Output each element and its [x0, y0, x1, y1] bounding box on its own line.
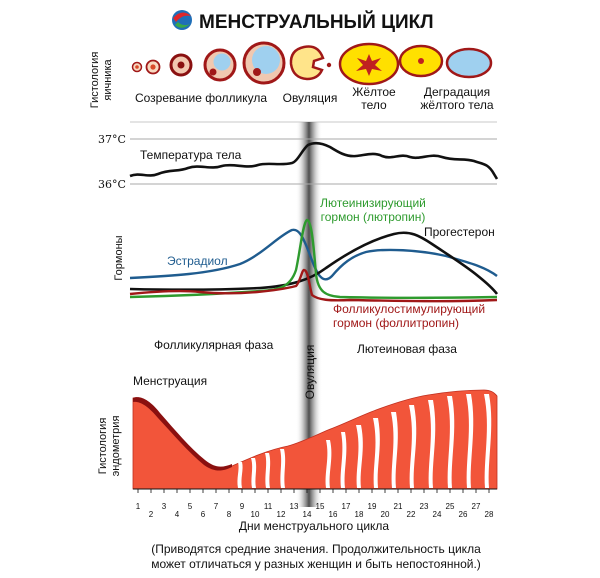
- day-tick-label: 11: [264, 502, 273, 511]
- progesterone-curve: [129, 231, 499, 295]
- day-tick-label: 27: [472, 502, 481, 511]
- ovary-side-label-2: яичника: [102, 59, 114, 101]
- stage-label-corpus-luteum-2: тело: [361, 98, 387, 112]
- progesterone-label: Прогестерон: [424, 225, 495, 239]
- stage-label-degradation-1: Деградация: [424, 85, 490, 99]
- follicular-phase-label: Фолликулярная фаза: [154, 338, 274, 352]
- ruptured-follicle-icon: [289, 45, 332, 81]
- hormones-side-label: Гормоны: [113, 235, 125, 280]
- stage-label-ovulation: Овуляция: [283, 91, 338, 105]
- logo-red-swirl-icon: [173, 12, 191, 22]
- corpus-albicans-icon: [445, 47, 493, 79]
- fsh-label-2: гормон (фоллитропин): [333, 316, 459, 330]
- menstrual-shedding-edge: [133, 397, 232, 471]
- ovary-side-label-1: Гистология: [89, 52, 101, 109]
- day-tick-label: 4: [175, 510, 180, 519]
- endometrium-side-label-1: Гистология: [97, 418, 109, 475]
- follicle-2-icon: [145, 59, 161, 75]
- day-tick-label: 24: [433, 510, 442, 519]
- ovulation-vertical-label: Овуляция: [303, 345, 317, 400]
- day-tick-label: 8: [227, 510, 232, 519]
- footnote-line-1: (Приводятся средние значения. Продолжите…: [151, 542, 481, 556]
- day-tick-label: 18: [355, 510, 364, 519]
- lh-label-2: гормон (лютропин): [321, 210, 426, 224]
- corpus-luteum-icon: [338, 42, 400, 86]
- page-title: МЕНСТРУАЛЬНЫЙ ЦИКЛ: [199, 11, 434, 33]
- logo: [172, 10, 192, 30]
- temperature-label: Температура тела: [140, 148, 242, 162]
- fsh-curve: [129, 268, 498, 303]
- follicle-4-icon: [203, 48, 237, 82]
- day-tick-label: 25: [446, 502, 455, 511]
- endometrium-side-label-2: эндометрия: [110, 416, 122, 477]
- day-tick-label: 5: [188, 502, 193, 511]
- follicle-5-icon: [242, 41, 286, 85]
- day-tick-label: 9: [240, 502, 245, 511]
- day-tick-label: 10: [251, 510, 260, 519]
- day-tick-label: 7: [214, 502, 219, 511]
- stage-label-degradation-2: жёлтого тела: [420, 98, 493, 112]
- day-tick-label: 20: [381, 510, 390, 519]
- corpus-luteum-regression-icon: [398, 44, 444, 78]
- day-tick-label: 28: [485, 510, 494, 519]
- day-tick-label: 22: [407, 510, 416, 519]
- menstruation-label: Менструация: [133, 374, 207, 388]
- estradiol-label: Эстрадиол: [167, 254, 228, 268]
- day-tick-label: 26: [459, 510, 468, 519]
- temp-tick-37: 37°C: [98, 133, 126, 146]
- day-tick-label: 6: [201, 510, 206, 519]
- stage-label-maturation: Созревание фолликула: [135, 91, 267, 105]
- day-tick-label: 15: [316, 502, 325, 511]
- day-tick-label: 17: [342, 502, 351, 511]
- day-tick-label: 19: [368, 502, 377, 511]
- day-tick-label: 23: [420, 502, 429, 511]
- luteal-phase-label: Лютеиновая фаза: [357, 342, 457, 356]
- day-tick-label: 16: [329, 510, 338, 519]
- follicle-1-icon: [131, 61, 143, 73]
- day-tick-label: 21: [394, 502, 403, 511]
- temperature-curve: [129, 141, 499, 180]
- footnote-line-2: может отличаться у разных женщин и быть …: [151, 557, 481, 571]
- logo-green-swirl-icon: [175, 22, 190, 28]
- day-tick-label: 14: [303, 510, 312, 519]
- day-tick-label: 12: [277, 510, 286, 519]
- fsh-label-1: Фолликулостимулирующий: [333, 302, 485, 316]
- stage-label-corpus-luteum-1: Жёлтое: [352, 85, 396, 99]
- follicle-3-icon: [169, 53, 193, 77]
- temp-tick-36: 36°C: [98, 178, 126, 191]
- day-ticks: 1234567891011121314151617181920212223242…: [136, 489, 494, 519]
- days-axis-label: Дни менструального цикла: [239, 519, 390, 533]
- day-tick-label: 1: [136, 502, 141, 511]
- lh-label-1: Лютеинизирующий: [320, 196, 426, 210]
- day-tick-label: 3: [162, 502, 167, 511]
- follicle-stages: [131, 41, 493, 86]
- day-tick-label: 2: [149, 510, 154, 519]
- endometrial-glands: [237, 394, 492, 488]
- day-tick-label: 13: [290, 502, 299, 511]
